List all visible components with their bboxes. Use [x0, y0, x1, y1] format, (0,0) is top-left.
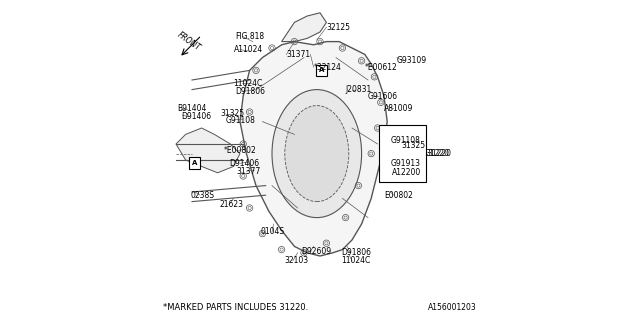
Text: *32124: *32124	[314, 63, 342, 72]
Text: FIG.818: FIG.818	[236, 32, 264, 41]
Text: G91913: G91913	[390, 159, 420, 168]
Bar	[380, 125, 426, 182]
Text: *E00802: *E00802	[224, 146, 257, 155]
Text: D91806: D91806	[340, 248, 371, 257]
FancyBboxPatch shape	[189, 157, 200, 169]
Text: 32125: 32125	[326, 23, 351, 32]
Text: A156001203: A156001203	[428, 303, 477, 312]
Text: G93109: G93109	[397, 56, 427, 65]
Text: G91108: G91108	[390, 136, 420, 145]
Polygon shape	[240, 42, 387, 256]
Text: 32103: 32103	[285, 256, 309, 265]
Polygon shape	[176, 128, 240, 173]
Text: 31325: 31325	[221, 109, 245, 118]
Ellipse shape	[272, 90, 362, 218]
Text: A81009: A81009	[384, 104, 413, 113]
Text: 31220: 31220	[426, 149, 449, 158]
Text: 11024C: 11024C	[234, 79, 263, 88]
FancyBboxPatch shape	[316, 65, 328, 76]
Text: 0238S: 0238S	[191, 191, 214, 200]
Text: A: A	[319, 68, 324, 73]
Ellipse shape	[285, 106, 349, 202]
Text: G91108: G91108	[226, 116, 255, 124]
Text: A12200: A12200	[392, 168, 421, 177]
Text: B91404: B91404	[178, 104, 207, 113]
Text: D91406: D91406	[181, 112, 211, 121]
Text: J20831: J20831	[346, 85, 372, 94]
Text: 31325: 31325	[402, 141, 426, 150]
Text: D92609: D92609	[301, 247, 331, 256]
Text: D91806: D91806	[236, 87, 265, 96]
Text: D91406: D91406	[229, 159, 259, 168]
Text: 21623: 21623	[219, 200, 243, 209]
Text: 31371: 31371	[287, 50, 310, 59]
Text: A11024: A11024	[234, 45, 263, 54]
Text: E00802: E00802	[384, 191, 413, 200]
Text: *E00612: *E00612	[365, 63, 397, 72]
Text: 0104S: 0104S	[261, 228, 285, 236]
Text: 31377: 31377	[237, 167, 261, 176]
Text: 31220: 31220	[428, 149, 451, 158]
Text: A: A	[192, 160, 197, 166]
Text: 11024C: 11024C	[340, 256, 370, 265]
Text: G91606: G91606	[368, 92, 398, 100]
Polygon shape	[282, 13, 326, 42]
Text: *MARKED PARTS INCLUDES 31220.: *MARKED PARTS INCLUDES 31220.	[163, 303, 308, 312]
Text: FRONT: FRONT	[175, 30, 202, 53]
